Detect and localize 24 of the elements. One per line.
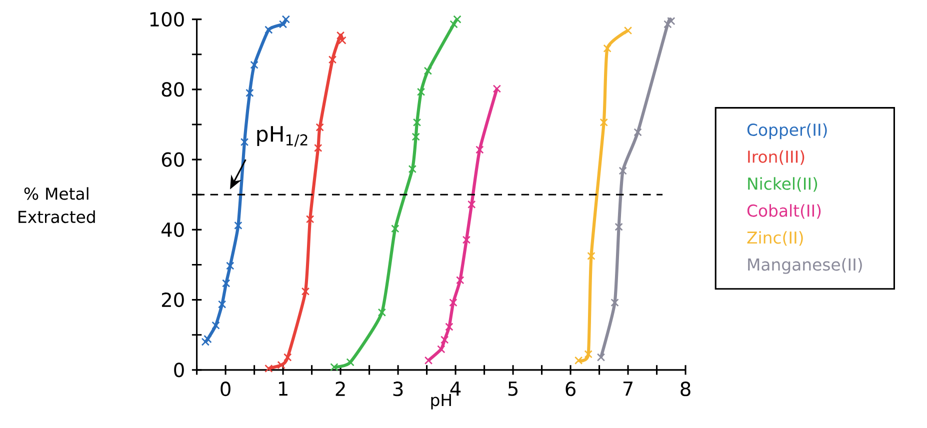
x-tick-label: 8: [680, 382, 690, 396]
y-tick-label: 20: [162, 292, 184, 308]
text: Cobalt(II): [747, 204, 821, 219]
y-tick-label: 0: [174, 362, 184, 378]
x-tick-label: 5: [508, 382, 518, 396]
x-tick-label: 1: [279, 382, 288, 396]
text: Manganese(II): [748, 258, 862, 274]
x-tick-label: 2: [336, 382, 345, 396]
y-tick-label: 60: [162, 152, 184, 167]
y-tick-label: 80: [162, 82, 184, 97]
x-tick-label: 4: [450, 382, 461, 396]
x-tick-label: 3: [393, 382, 403, 396]
text: Iron(III): [748, 150, 804, 165]
text: Nickel(II): [748, 177, 818, 192]
y-axis-title: % Metal Extracted: [18, 187, 95, 224]
annotation: pH$_{1/2}$: [257, 126, 308, 147]
y-tick-label: 100: [150, 12, 184, 27]
text: Copper(II): [747, 123, 827, 140]
x-axis-title: pH: [431, 394, 451, 410]
x-tick-label: 0: [220, 382, 230, 396]
y-tick-label: 40: [162, 222, 184, 238]
x-tick-label: 6: [566, 382, 576, 396]
text: Zinc(II): [747, 231, 803, 246]
x-tick-label: 7: [623, 382, 633, 396]
